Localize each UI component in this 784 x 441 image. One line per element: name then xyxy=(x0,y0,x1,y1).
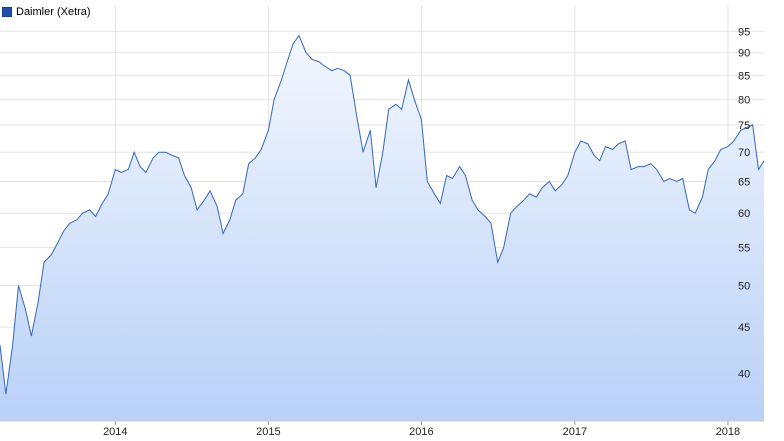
y-tick-label: 55 xyxy=(738,243,750,255)
y-tick-label: 50 xyxy=(738,280,750,292)
y-tick-label: 90 xyxy=(738,48,750,60)
y-tick-label: 70 xyxy=(738,147,750,159)
y-tick-label: 80 xyxy=(738,94,750,106)
price-line xyxy=(0,34,765,395)
y-axis-ticks: 40 45 50 55 60 65 70 75 80 85 90 95 xyxy=(738,26,750,380)
legend-label: Daimler (Xetra) xyxy=(16,6,91,18)
x-tick-label: 2018 xyxy=(716,426,740,438)
y-tick-label: 95 xyxy=(738,26,750,38)
y-tick-label: 75 xyxy=(738,120,750,132)
y-tick-label: 65 xyxy=(738,177,750,189)
legend-swatch xyxy=(2,7,12,17)
x-tick-label: 2015 xyxy=(256,426,280,438)
x-tick-label: 2017 xyxy=(563,426,587,438)
x-tick-label: 2014 xyxy=(103,426,127,438)
y-tick-label: 60 xyxy=(738,208,750,220)
x-axis-ticks: 2014 2015 2016 2017 2018 xyxy=(0,420,764,438)
legend: Daimler (Xetra) xyxy=(2,5,91,19)
x-tick-label: 2016 xyxy=(409,426,433,438)
y-tick-label: 85 xyxy=(738,70,750,82)
price-area xyxy=(0,35,764,421)
y-tick-label: 40 xyxy=(738,369,750,381)
y-tick-label: 45 xyxy=(738,322,750,334)
